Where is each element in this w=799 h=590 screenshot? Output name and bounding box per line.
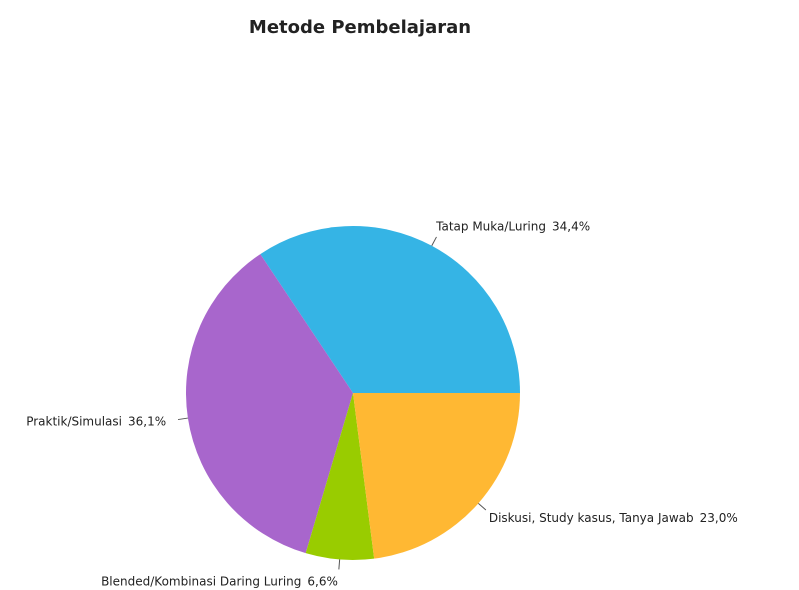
slice-value: 23,0% [700, 510, 738, 524]
slice-value: 6,6% [307, 574, 338, 588]
leader-line [338, 559, 341, 570]
slice-value: 34,4% [552, 219, 590, 233]
pie-slice [353, 393, 520, 559]
leader-line [177, 417, 188, 421]
slice-name: Praktik/Simulasi [26, 414, 122, 428]
slice-name: Tatap Muka/Luring [435, 219, 546, 233]
slice-name: Diskusi, Study kasus, Tanya Jawab [489, 510, 694, 524]
leader-line [478, 502, 487, 511]
pie-slice [305, 393, 375, 560]
chart-title: Metode Pembelajaran [249, 17, 471, 38]
slice-label: Diskusi, Study kasus, Tanya Jawab 23,0% [489, 510, 738, 524]
pie-slice [260, 226, 520, 393]
slice-name: Blended/Kombinasi Daring Luring [101, 574, 301, 588]
slice-label: Tatap Muka/Luring 34,4% [435, 219, 590, 233]
pie-slice [185, 254, 353, 554]
slice-value: 36,1% [128, 414, 166, 428]
slice-label: Blended/Kombinasi Daring Luring 6,6% [101, 574, 338, 588]
slice-label: Praktik/Simulasi 36,1% [26, 414, 166, 428]
leader-line [431, 236, 437, 246]
